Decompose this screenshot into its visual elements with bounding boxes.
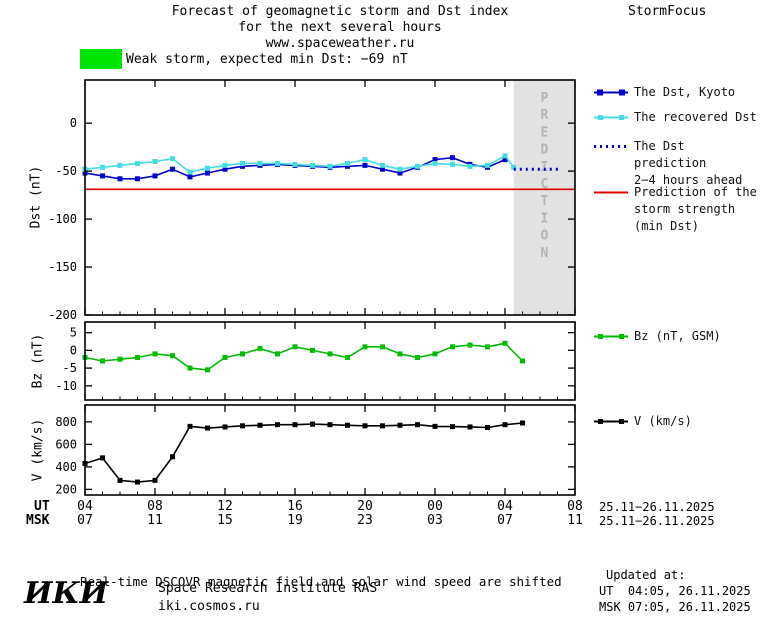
updated-msk: MSK 07:05, 26.11.2025: [599, 600, 751, 614]
ut-axis-name: UT: [34, 499, 50, 514]
shift-note: Real-time DSCOVR magnetic field and sola…: [80, 539, 562, 620]
updated-ut: UT 04:05, 26.11.2025: [599, 584, 751, 598]
legend-dst-kyoto-label: The Dst, Kyoto: [634, 85, 736, 99]
legend-v: V (km/s): [594, 413, 692, 430]
svg-text:0: 0: [70, 116, 77, 130]
legend-storm-strength: Prediction of the storm strength (min Ds…: [594, 184, 757, 235]
brand-name: StormFocus: [628, 4, 707, 19]
ut-tick-label: 04: [77, 499, 93, 514]
msk-axis-name: MSK: [26, 513, 50, 528]
ut-tick-label: 08: [567, 499, 583, 514]
date-range-ut: 25.11−26.11.2025: [599, 500, 715, 514]
institute-name: Space Research Institute RAS: [158, 581, 378, 596]
legend-v-label: V (km/s): [634, 414, 692, 428]
svg-text:-200: -200: [48, 308, 77, 322]
svg-text:D: D: [540, 143, 548, 158]
svg-text:-150: -150: [48, 260, 77, 274]
legend-strength-line2: storm strength: [634, 202, 736, 216]
iki-logo: ИКИ: [24, 576, 108, 611]
msk-tick-label: 07: [77, 513, 93, 528]
date-range-msk: 25.11−26.11.2025: [599, 514, 715, 528]
ut-tick-label: 08: [147, 499, 163, 514]
legend-bz: Bz (nT, GSM): [594, 328, 721, 345]
legend-marker-dst-kyoto-icon: [594, 89, 628, 96]
msk-tick-label: 03: [427, 513, 443, 528]
page-title: Forecast of geomagnetic storm and Dst in…: [100, 4, 580, 52]
svg-text:600: 600: [55, 437, 77, 451]
legend-recovered-label: The recovered Dst: [634, 110, 757, 124]
legend-marker-recovered-icon: [594, 115, 628, 120]
svg-text:R: R: [540, 108, 548, 123]
svg-text:-100: -100: [48, 212, 77, 226]
legend-marker-prediction-icon: [594, 145, 628, 148]
msk-tick-label: 23: [357, 513, 373, 528]
legend-prediction-line1: The Dst prediction: [634, 139, 707, 170]
shift-note-line1: Real-time DSCOVR magnetic field and sola…: [80, 574, 562, 589]
ut-tick-row: 04 08 12 16 20 00 04 08: [0, 499, 760, 514]
ut-tick-label: 16: [287, 499, 303, 514]
institute-site: iki.cosmos.ru: [158, 599, 260, 614]
svg-text:-5: -5: [63, 361, 77, 375]
legend-bz-label: Bz (nT, GSM): [634, 329, 721, 343]
legend-prediction-line2: 2−4 hours ahead: [634, 173, 743, 187]
svg-text:I: I: [540, 160, 548, 175]
storm-summary-text: Weak storm, expected min Dst: −69 nT: [126, 52, 408, 67]
svg-text:O: O: [540, 229, 548, 244]
msk-tick-label: 07: [497, 513, 513, 528]
svg-text:5: 5: [70, 326, 77, 340]
msk-tick-label: 11: [567, 513, 583, 528]
legend-marker-bz-icon: [594, 334, 628, 339]
legend-marker-v-icon: [594, 419, 628, 424]
msk-tick-label: 15: [217, 513, 233, 528]
legend-strength-line3: (min Dst): [634, 219, 700, 233]
svg-text:E: E: [540, 125, 548, 140]
ut-tick-label: 12: [217, 499, 233, 514]
legend-dst-prediction: The Dst prediction 2−4 hours ahead: [594, 138, 760, 189]
updated-at-label: Updated at:: [606, 568, 686, 582]
storm-level-badge: [80, 49, 122, 69]
bz-axis-label: Bz (nT): [30, 333, 46, 389]
legend-marker-strength-icon: [594, 191, 628, 194]
svg-text:800: 800: [55, 415, 77, 429]
v-axis-label: V (km/s): [30, 418, 46, 482]
svg-text:200: 200: [55, 482, 77, 496]
site-url: www.spaceweather.ru: [265, 36, 415, 51]
legend-strength-line1: Prediction of the: [634, 185, 757, 199]
legend-dst-kyoto: The Dst, Kyoto: [594, 84, 735, 101]
ut-tick-label: 04: [497, 499, 513, 514]
title-line-1: Forecast of geomagnetic storm and Dst in…: [171, 4, 509, 19]
legend-recovered-dst: The recovered Dst: [594, 109, 757, 126]
svg-text:-10: -10: [55, 379, 77, 393]
msk-tick-row: 07 11 15 19 23 03 07 11: [0, 513, 760, 528]
svg-text:-50: -50: [55, 164, 77, 178]
title-line-2: for the next several hours: [238, 20, 442, 35]
ut-tick-label: 20: [357, 499, 373, 514]
svg-text:0: 0: [70, 343, 77, 357]
svg-text:I: I: [540, 211, 548, 226]
svg-text:T: T: [540, 194, 548, 209]
msk-tick-label: 19: [287, 513, 303, 528]
ut-tick-label: 00: [427, 499, 443, 514]
msk-tick-label: 11: [147, 513, 163, 528]
svg-text:N: N: [540, 246, 548, 261]
dst-axis-label: Dst (nT): [28, 165, 44, 229]
svg-text:P: P: [540, 91, 548, 106]
svg-text:400: 400: [55, 460, 77, 474]
svg-text:C: C: [540, 177, 548, 192]
